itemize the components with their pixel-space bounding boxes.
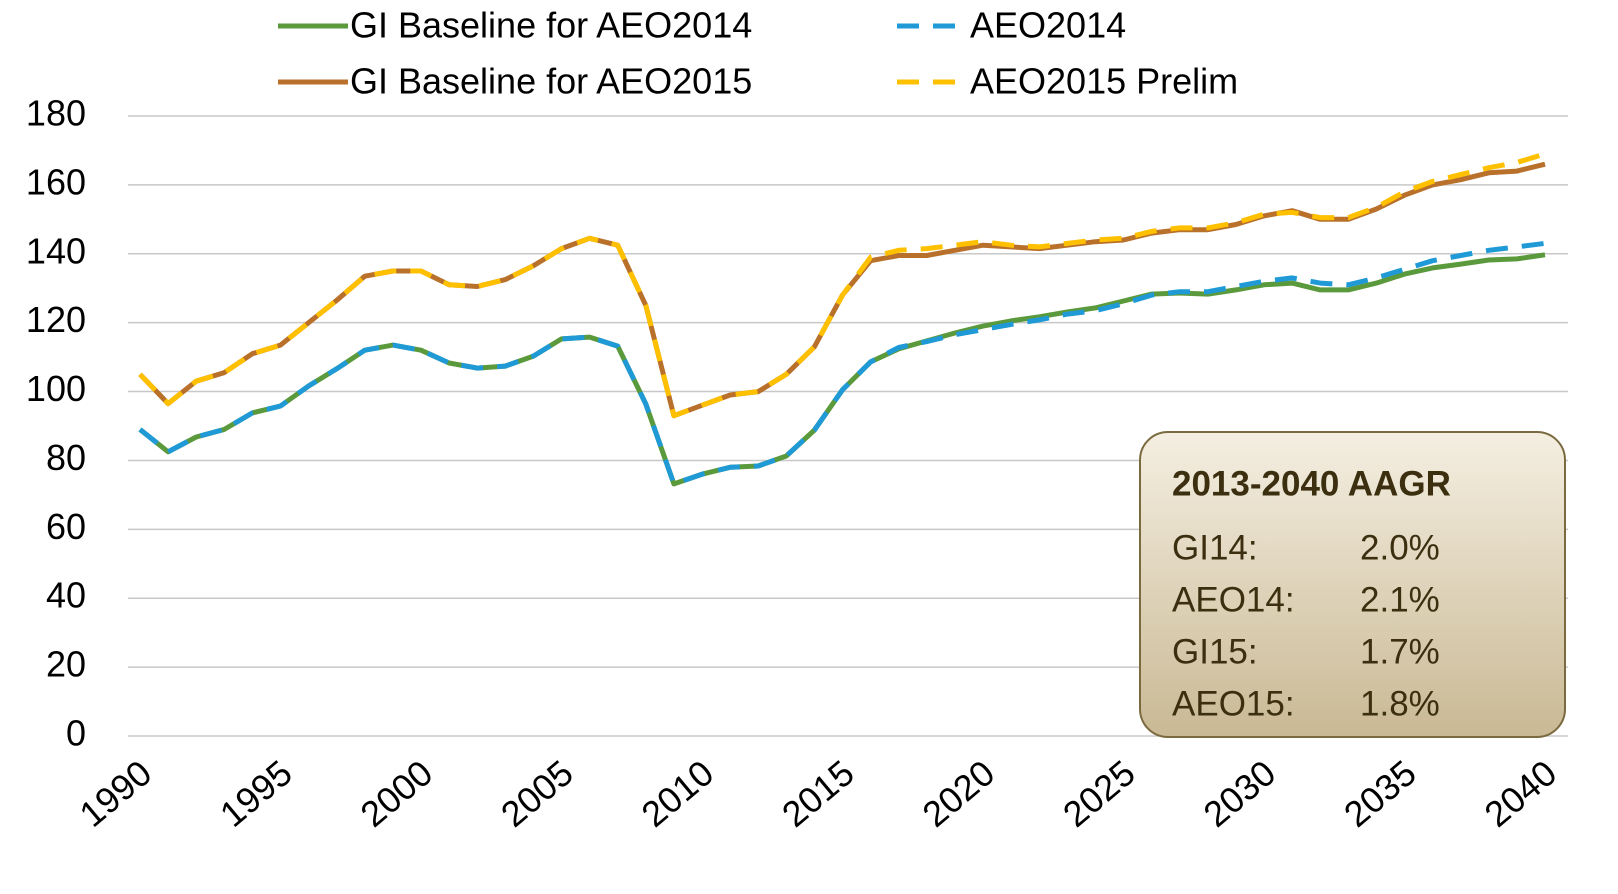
y-tick-label: 40 xyxy=(46,575,86,616)
annotation-value: 1.8% xyxy=(1360,684,1440,723)
x-tick-label: 2005 xyxy=(493,752,581,835)
legend-label: AEO2015 Prelim xyxy=(970,61,1238,102)
x-tick-label: 1990 xyxy=(72,752,160,835)
annotation-label: GI14: xyxy=(1172,528,1258,567)
x-tick-label: 1995 xyxy=(212,752,300,835)
annotation-value: 2.0% xyxy=(1360,528,1440,567)
x-tick-label: 2025 xyxy=(1055,752,1143,835)
annotation-value: 2.1% xyxy=(1360,580,1440,619)
y-tick-label: 60 xyxy=(46,506,86,547)
annotation-label: AEO14: xyxy=(1172,580,1295,619)
y-tick-label: 180 xyxy=(26,93,86,134)
y-tick-label: 100 xyxy=(26,368,86,409)
legend-label: GI Baseline for AEO2014 xyxy=(350,5,752,46)
annotation-label: AEO15: xyxy=(1172,684,1295,723)
x-tick-label: 2040 xyxy=(1477,752,1565,835)
x-tick-label: 2010 xyxy=(634,752,722,835)
series-line xyxy=(138,240,1546,487)
x-tick-label: 2030 xyxy=(1196,752,1284,835)
x-tick-label: 2035 xyxy=(1336,752,1424,835)
legend-label: GI Baseline for AEO2015 xyxy=(350,61,752,102)
y-tick-label: 160 xyxy=(26,161,86,202)
x-tick-label: 2015 xyxy=(774,752,862,835)
y-tick-label: 0 xyxy=(66,713,86,754)
annotation-label: GI15: xyxy=(1172,632,1258,671)
legend-label: AEO2014 xyxy=(970,5,1126,46)
annotation-value: 1.7% xyxy=(1360,632,1440,671)
annotation-box xyxy=(1139,431,1566,738)
y-tick-label: 80 xyxy=(46,437,86,478)
y-tick-label: 20 xyxy=(46,644,86,685)
annotation-title: 2013-2040 AAGR xyxy=(1172,464,1451,503)
y-tick-label: 140 xyxy=(26,230,86,271)
x-tick-label: 2020 xyxy=(915,752,1003,835)
annotation-rows: GI14: 2.0% AEO14: 2.1% GI15: 1.7% AEO15: 1.8% xyxy=(1172,528,1440,723)
lines: GI Baseline for AEO2014 AEO2014 GI Baselin… xyxy=(138,5,1546,487)
series-line xyxy=(138,151,1546,419)
y-tick-label: 120 xyxy=(26,299,86,340)
x-tick-label: 2000 xyxy=(353,752,441,835)
